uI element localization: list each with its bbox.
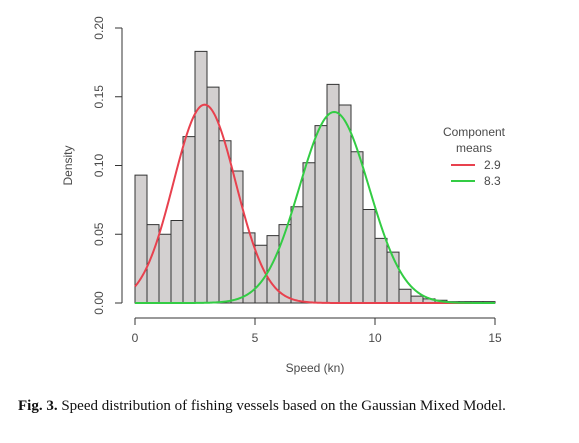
histogram-bar bbox=[362, 209, 376, 304]
y-tick-label: 0.10 bbox=[92, 153, 106, 177]
histogram-bar bbox=[314, 125, 328, 304]
histogram-bar bbox=[350, 151, 364, 304]
caption-prefix: Fig. 3. bbox=[18, 398, 58, 414]
histogram-bar bbox=[302, 162, 316, 304]
density-curve-component-2 bbox=[135, 110, 496, 304]
histogram-bar bbox=[338, 104, 352, 304]
y-tick-label: 0.15 bbox=[92, 85, 106, 109]
density-curve-component-1 bbox=[134, 103, 495, 304]
y-axis-label: Density bbox=[61, 145, 75, 185]
histogram-bar bbox=[278, 224, 292, 304]
histogram-bar bbox=[170, 220, 184, 304]
legend-label-component-2: 8.3 bbox=[484, 174, 501, 188]
y-tick-label: 0.20 bbox=[92, 16, 106, 40]
histogram-bar bbox=[326, 83, 340, 304]
x-axis-label: Speed (kn) bbox=[286, 361, 345, 375]
density-curves bbox=[134, 103, 496, 304]
legend: Component means 2.9 8.3 bbox=[443, 125, 506, 188]
histogram-bar bbox=[374, 237, 388, 304]
legend-label-component-1: 2.9 bbox=[484, 158, 501, 172]
y-axis-ticks: 0.00 0.05 0.10 0.15 0.20 bbox=[92, 16, 122, 315]
histogram-bar bbox=[290, 206, 304, 304]
histogram-chart: 0 5 10 15 0.00 0.05 0.10 0.15 0.20 Speed (kn) D… bbox=[61, 16, 506, 375]
histogram-bar bbox=[218, 140, 232, 304]
histogram-bar bbox=[398, 288, 412, 304]
histogram-bar bbox=[194, 50, 208, 304]
x-tick-label: 5 bbox=[252, 331, 259, 345]
caption-text: Speed distribution of fishing vessels ba… bbox=[57, 398, 506, 414]
x-tick-label: 0 bbox=[132, 331, 139, 345]
figure-caption: Fig. 3. Speed distribution of fishing ve… bbox=[18, 396, 558, 416]
histogram-bars bbox=[134, 50, 496, 304]
histogram-bar bbox=[386, 251, 400, 304]
x-tick-label: 10 bbox=[368, 331, 382, 345]
histogram-bar bbox=[158, 233, 172, 304]
legend-title-line2: means bbox=[456, 141, 492, 155]
legend-title-line1: Component bbox=[443, 125, 506, 139]
histogram-bar bbox=[410, 295, 424, 304]
x-axis-ticks: 0 5 10 15 bbox=[132, 318, 502, 345]
histogram-bar bbox=[182, 136, 196, 304]
y-tick-label: 0.05 bbox=[92, 222, 106, 246]
x-tick-label: 15 bbox=[488, 331, 502, 345]
y-tick-label: 0.00 bbox=[92, 291, 106, 315]
